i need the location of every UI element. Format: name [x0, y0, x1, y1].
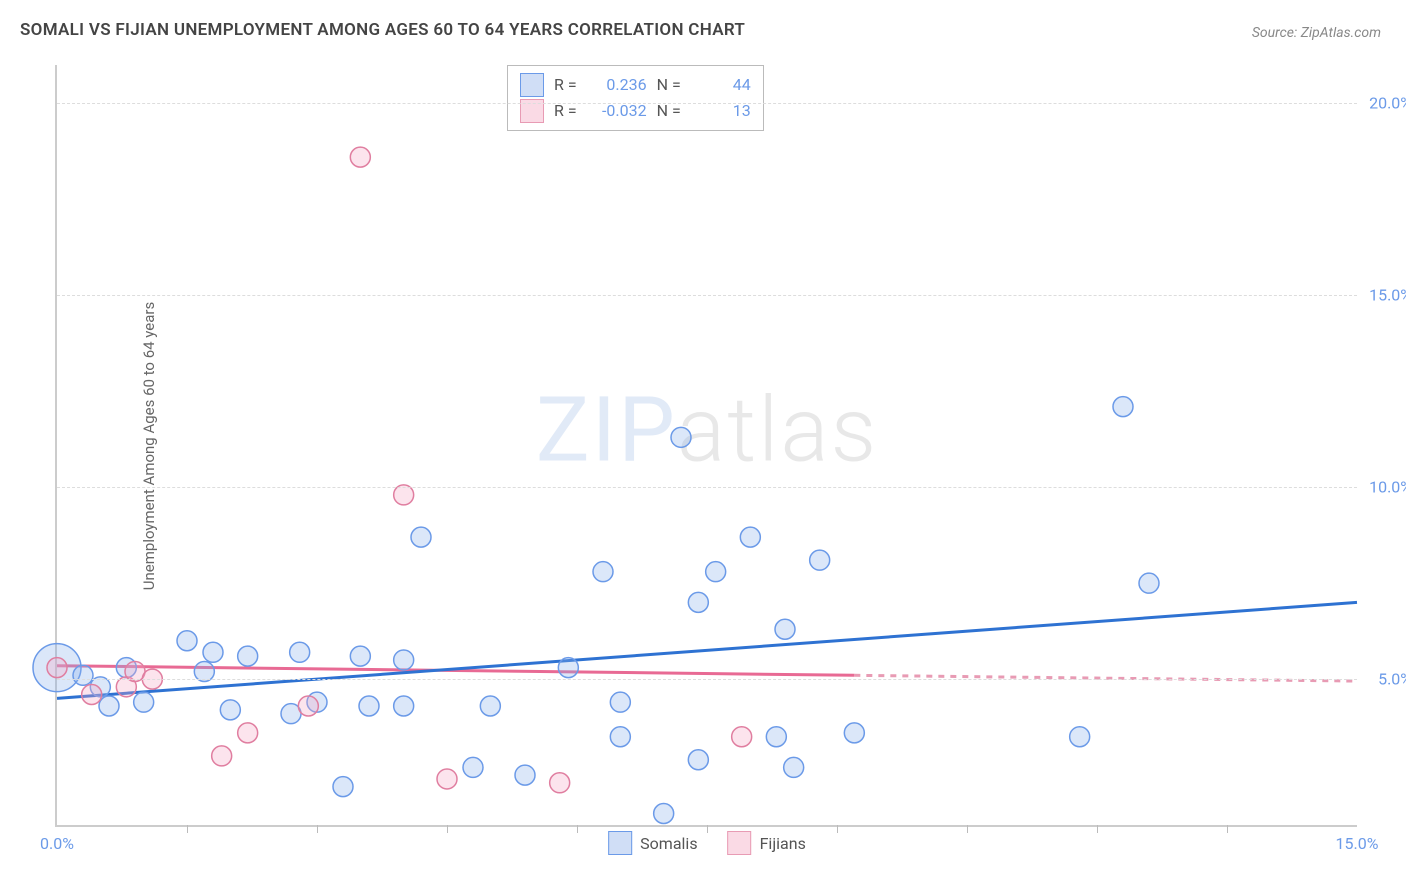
data-point — [515, 765, 535, 785]
data-point — [290, 642, 310, 662]
y-tick-label: 10.0% — [1360, 478, 1406, 497]
data-point — [550, 773, 570, 793]
source-name: ZipAtlas.com — [1301, 25, 1381, 41]
data-point — [784, 757, 804, 777]
data-point — [558, 658, 578, 678]
data-point — [298, 696, 318, 716]
gridline — [57, 295, 1357, 296]
data-point — [1113, 397, 1133, 417]
data-point — [766, 727, 786, 747]
data-point — [610, 692, 630, 712]
x-tick-mark — [1227, 825, 1228, 833]
chart-title: SOMALI VS FIJIAN UNEMPLOYMENT AMONG AGES… — [20, 20, 745, 40]
y-tick-label: 5.0% — [1360, 670, 1406, 689]
r-label-fijians: R = — [554, 98, 577, 124]
data-point — [480, 696, 500, 716]
r-label-somalis: R = — [554, 72, 577, 98]
legend-item-fijians: Fijians — [728, 831, 806, 855]
x-tick-label: 15.0% — [1336, 834, 1379, 853]
data-point — [203, 642, 223, 662]
data-point — [134, 692, 154, 712]
legend-label-somalis: Somalis — [640, 834, 697, 853]
data-point — [350, 147, 370, 167]
n-value-somalis: 44 — [691, 72, 751, 98]
x-tick-mark — [837, 825, 838, 833]
x-tick-mark — [447, 825, 448, 833]
data-point — [177, 631, 197, 651]
data-point — [775, 619, 795, 639]
data-point — [706, 562, 726, 582]
data-point — [610, 727, 630, 747]
data-point — [73, 665, 93, 685]
n-label-fijians: N = — [657, 98, 681, 124]
data-point — [688, 592, 708, 612]
legend-stats-row-fijians: R = -0.032 N = 13 — [520, 98, 751, 124]
trend-line — [57, 666, 854, 676]
swatch-somalis-icon — [520, 73, 544, 97]
data-point — [99, 696, 119, 716]
data-point — [47, 658, 67, 678]
data-point — [411, 527, 431, 547]
data-point — [810, 550, 830, 570]
plot-area: ZIPatlas R = 0.236 N = 44 R = -0.032 N =… — [55, 65, 1357, 827]
data-point — [212, 746, 232, 766]
n-label-somalis: N = — [657, 72, 681, 98]
data-point — [463, 757, 483, 777]
legend-item-somalis: Somalis — [608, 831, 697, 855]
legend-series: Somalis Fijians — [608, 831, 806, 855]
gridline — [57, 487, 1357, 488]
y-tick-label: 15.0% — [1360, 286, 1406, 305]
data-point — [740, 527, 760, 547]
data-point — [1070, 727, 1090, 747]
x-tick-mark — [1097, 825, 1098, 833]
data-point — [844, 723, 864, 743]
data-point — [394, 696, 414, 716]
data-point — [593, 562, 613, 582]
data-point — [688, 750, 708, 770]
data-point — [359, 696, 379, 716]
x-tick-mark — [707, 825, 708, 833]
y-tick-label: 20.0% — [1360, 94, 1406, 113]
gridline — [57, 103, 1357, 104]
data-point — [333, 777, 353, 797]
data-point — [394, 650, 414, 670]
data-point — [220, 700, 240, 720]
source-prefix: Source: — [1252, 25, 1301, 41]
r-value-fijians: -0.032 — [587, 98, 647, 124]
data-point — [437, 769, 457, 789]
plot-svg — [57, 65, 1357, 825]
data-point — [82, 684, 102, 704]
gridline — [57, 679, 1357, 680]
x-tick-mark — [577, 825, 578, 833]
data-point — [238, 723, 258, 743]
legend-stats-row-somalis: R = 0.236 N = 44 — [520, 72, 751, 98]
x-tick-mark — [187, 825, 188, 833]
data-point — [238, 646, 258, 666]
data-point — [350, 646, 370, 666]
data-point — [1139, 573, 1159, 593]
r-value-somalis: 0.236 — [587, 72, 647, 98]
x-tick-label: 0.0% — [40, 834, 74, 853]
n-value-fijians: 13 — [691, 98, 751, 124]
data-point — [732, 727, 752, 747]
source-label: Source: ZipAtlas.com — [1252, 25, 1381, 41]
data-point — [654, 803, 674, 823]
legend-stats: R = 0.236 N = 44 R = -0.032 N = 13 — [507, 65, 764, 131]
x-tick-mark — [317, 825, 318, 833]
legend-swatch-somalis-icon — [608, 831, 632, 855]
data-point — [671, 427, 691, 447]
x-tick-mark — [967, 825, 968, 833]
legend-label-fijians: Fijians — [760, 834, 806, 853]
legend-swatch-fijians-icon — [728, 831, 752, 855]
